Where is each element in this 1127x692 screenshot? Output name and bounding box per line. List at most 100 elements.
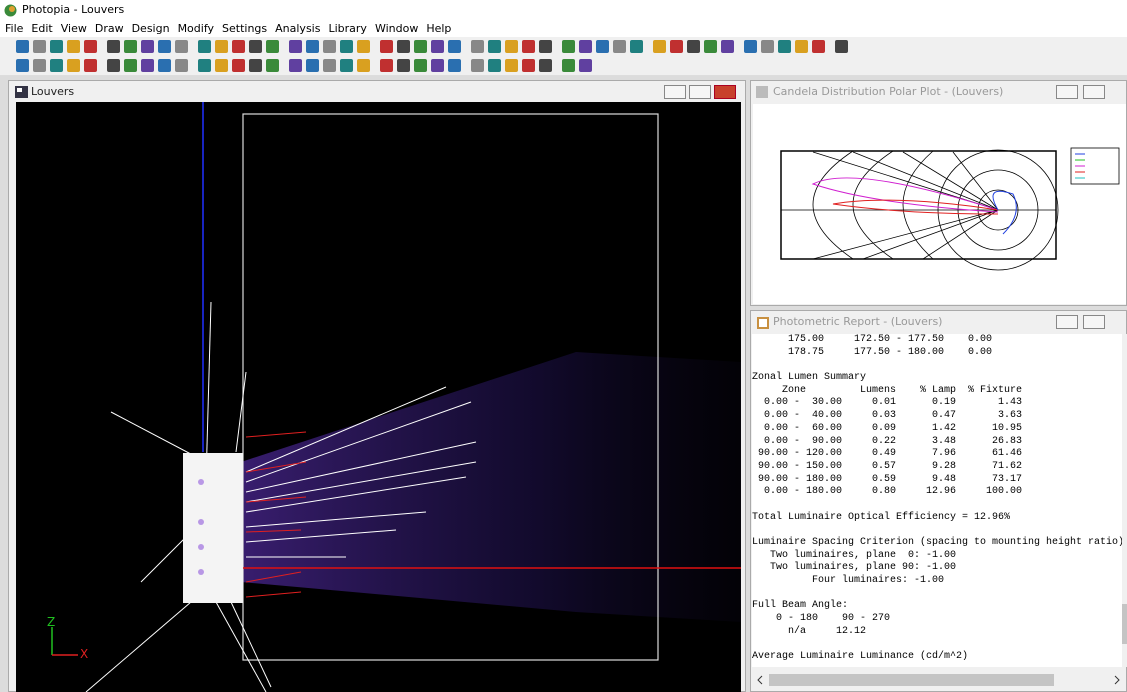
toolbar-button[interactable] [562, 40, 575, 53]
toolbar-button[interactable] [812, 40, 825, 53]
menu-item[interactable]: Edit [31, 22, 52, 35]
toolbar-button[interactable] [380, 40, 393, 53]
toolbar-button[interactable] [653, 40, 666, 53]
toolbar-button[interactable] [414, 59, 427, 72]
toolbar-button[interactable] [306, 40, 319, 53]
menu-item[interactable]: Help [426, 22, 451, 35]
toolbar-button[interactable] [289, 40, 302, 53]
toolbar-button[interactable] [84, 40, 97, 53]
minimize-button[interactable] [1056, 85, 1078, 99]
toolbar-button[interactable] [505, 59, 518, 72]
toolbar-button[interactable] [16, 40, 29, 53]
toolbar-button[interactable] [67, 40, 80, 53]
toolbar-button[interactable] [175, 40, 188, 53]
toolbar-button[interactable] [357, 59, 370, 72]
menu-item[interactable]: File [5, 22, 23, 35]
menu-item[interactable]: Design [132, 22, 170, 35]
toolbar-button[interactable] [198, 40, 211, 53]
toolbar-button[interactable] [158, 40, 171, 53]
toolbar-button[interactable] [488, 40, 501, 53]
toolbar-button[interactable] [50, 40, 63, 53]
vertical-scrollbar[interactable] [1122, 334, 1127, 667]
toolbar-button[interactable] [539, 59, 552, 72]
minimize-button[interactable] [664, 85, 686, 99]
toolbar-button[interactable] [505, 40, 518, 53]
toolbar-button[interactable] [630, 40, 643, 53]
toolbar-button[interactable] [289, 59, 302, 72]
minimize-button[interactable] [1056, 315, 1078, 329]
toolbar-button[interactable] [249, 40, 262, 53]
toolbar-button[interactable] [107, 40, 120, 53]
toolbar-button[interactable] [323, 40, 336, 53]
toolbar-button[interactable] [579, 40, 592, 53]
menu-item[interactable]: Settings [222, 22, 267, 35]
toolbar-button[interactable] [33, 40, 46, 53]
report-line: Full Beam Angle: [752, 600, 1122, 613]
toolbar-button[interactable] [562, 59, 575, 72]
toolbar-button[interactable] [448, 59, 461, 72]
toolbar-button[interactable] [215, 40, 228, 53]
toolbar-button[interactable] [175, 59, 188, 72]
app: Photopia - Louvers FileEditViewDrawDesig… [0, 0, 1127, 692]
toolbar-button[interactable] [84, 59, 97, 72]
toolbar-button[interactable] [249, 59, 262, 72]
toolbar-button[interactable] [397, 59, 410, 72]
toolbar-button[interactable] [613, 40, 626, 53]
toolbar-button[interactable] [340, 40, 353, 53]
toolbar-button[interactable] [124, 40, 137, 53]
toolbar-button[interactable] [232, 59, 245, 72]
toolbar-button[interactable] [596, 40, 609, 53]
toolbar-button[interactable] [232, 40, 245, 53]
toolbar-button[interactable] [306, 59, 319, 72]
menu-item[interactable]: Library [328, 22, 366, 35]
toolbar-button[interactable] [488, 59, 501, 72]
toolbar-button[interactable] [704, 40, 717, 53]
toolbar-button[interactable] [835, 40, 848, 53]
close-button[interactable] [714, 85, 736, 99]
horizontal-scrollbar[interactable] [753, 669, 1126, 691]
toolbar-button[interactable] [141, 59, 154, 72]
toolbar-button[interactable] [522, 40, 535, 53]
toolbar-button[interactable] [323, 59, 336, 72]
maximize-button[interactable] [1083, 85, 1105, 99]
toolbar-button[interactable] [579, 59, 592, 72]
toolbar-button[interactable] [431, 40, 444, 53]
menu-item[interactable]: Modify [178, 22, 214, 35]
toolbar-button[interactable] [744, 40, 757, 53]
toolbar-button[interactable] [380, 59, 393, 72]
toolbar-button[interactable] [778, 40, 791, 53]
toolbar-button[interactable] [124, 59, 137, 72]
maximize-button[interactable] [1083, 315, 1105, 329]
toolbar-button[interactable] [266, 59, 279, 72]
toolbar-button[interactable] [687, 40, 700, 53]
maximize-button[interactable] [689, 85, 711, 99]
toolbar-button[interactable] [357, 40, 370, 53]
toolbar-button[interactable] [471, 59, 484, 72]
toolbar-button[interactable] [721, 40, 734, 53]
menu-item[interactable]: View [61, 22, 87, 35]
toolbar-button[interactable] [795, 40, 808, 53]
menu-item[interactable]: Window [375, 22, 418, 35]
toolbar-button[interactable] [67, 59, 80, 72]
toolbar-button[interactable] [16, 59, 29, 72]
toolbar-button[interactable] [761, 40, 774, 53]
toolbar-button[interactable] [448, 40, 461, 53]
toolbar-button[interactable] [107, 59, 120, 72]
toolbar-button[interactable] [141, 40, 154, 53]
toolbar-button[interactable] [539, 40, 552, 53]
toolbar-button[interactable] [414, 40, 427, 53]
menu-item[interactable]: Draw [95, 22, 124, 35]
toolbar-button[interactable] [198, 59, 211, 72]
toolbar-button[interactable] [158, 59, 171, 72]
toolbar-button[interactable] [50, 59, 63, 72]
toolbar-button[interactable] [431, 59, 444, 72]
toolbar-button[interactable] [33, 59, 46, 72]
toolbar-button[interactable] [215, 59, 228, 72]
toolbar-button[interactable] [471, 40, 484, 53]
menu-item[interactable]: Analysis [275, 22, 320, 35]
toolbar-button[interactable] [670, 40, 683, 53]
toolbar-button[interactable] [522, 59, 535, 72]
toolbar-button[interactable] [397, 40, 410, 53]
toolbar-button[interactable] [340, 59, 353, 72]
toolbar-button[interactable] [266, 40, 279, 53]
